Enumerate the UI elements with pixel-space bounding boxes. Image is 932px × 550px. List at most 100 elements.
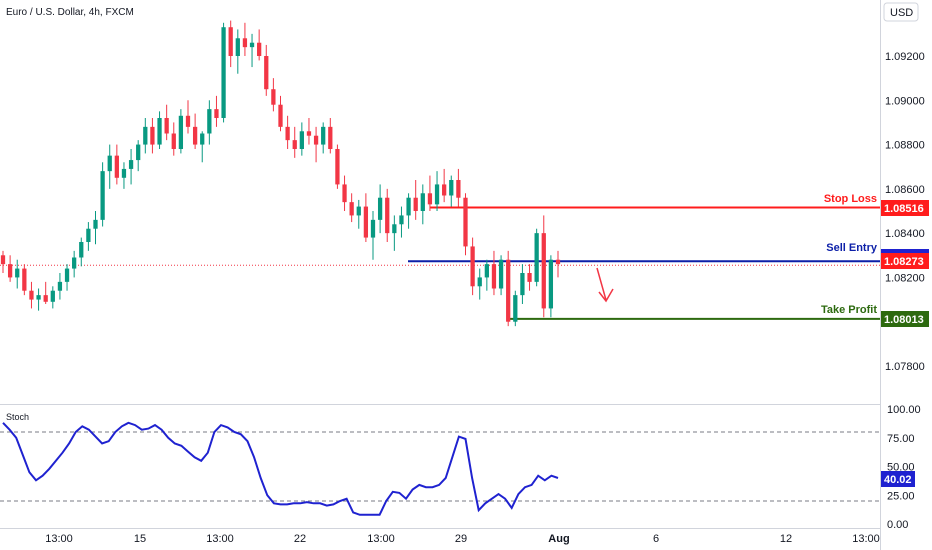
candle-body[interactable] (128, 160, 134, 169)
candle-body[interactable] (72, 257, 77, 269)
stoch-tick-label: 50.00 (887, 462, 915, 474)
candle-body[interactable] (150, 126, 155, 145)
candle-body[interactable] (491, 264, 497, 289)
candle-body[interactable] (299, 131, 304, 149)
candle-body[interactable] (143, 126, 148, 145)
candle-body[interactable] (285, 126, 290, 141)
candle-body[interactable] (200, 133, 205, 145)
candle-body[interactable] (79, 242, 84, 258)
candle-body[interactable] (456, 180, 461, 198)
candle-body[interactable] (107, 155, 112, 172)
candle-body[interactable] (0, 255, 6, 265)
candle-body[interactable] (22, 268, 27, 291)
currency-label: USD (890, 7, 913, 19)
candle-body[interactable] (406, 197, 411, 216)
candle-body[interactable] (321, 126, 326, 145)
stoch-tick-label: 25.00 (887, 490, 915, 502)
candle-body[interactable] (484, 264, 489, 278)
candle-body[interactable] (228, 27, 233, 56)
candle-body[interactable] (157, 118, 162, 145)
candle-body[interactable] (377, 197, 383, 220)
candle-body[interactable] (93, 219, 98, 229)
candle-body[interactable] (164, 118, 169, 134)
candle-body[interactable] (555, 259, 561, 265)
candle-body[interactable] (278, 104, 283, 127)
candle-body[interactable] (385, 197, 390, 234)
time-tick-label: 6 (653, 533, 659, 545)
candle-body[interactable] (463, 197, 468, 247)
candle-body[interactable] (513, 295, 518, 322)
candle-body[interactable] (43, 295, 48, 302)
candle-body[interactable] (264, 56, 269, 90)
candle-body[interactable] (185, 115, 191, 127)
take-profit-price-tag (881, 311, 929, 327)
candle-body[interactable] (399, 215, 404, 225)
candle-body[interactable] (271, 89, 276, 105)
candle-body[interactable] (335, 149, 340, 185)
candle-body[interactable] (420, 193, 425, 211)
candle-body[interactable] (214, 109, 219, 118)
candle-body[interactable] (534, 233, 539, 282)
candle-body[interactable] (356, 206, 361, 216)
stoch-tick-label: 100.00 (887, 404, 921, 416)
candle-body[interactable] (442, 184, 447, 196)
candle-body[interactable] (29, 290, 34, 300)
candle-body[interactable] (121, 168, 127, 178)
candle-body[interactable] (192, 126, 198, 145)
candle-body[interactable] (86, 228, 91, 242)
stoch-tick-label: 75.00 (887, 433, 915, 445)
candle-body[interactable] (221, 27, 226, 118)
stop-loss-price-tag (881, 200, 929, 216)
candle-body[interactable] (413, 197, 418, 211)
candle-body[interactable] (349, 202, 354, 216)
time-tick-label: 13:00 (206, 533, 234, 545)
stoch-value-text: 40.02 (884, 474, 912, 486)
candle-body[interactable] (427, 193, 433, 205)
stoch-line (2, 421, 559, 516)
candle-body[interactable] (100, 171, 105, 220)
candle-body[interactable] (527, 273, 532, 282)
candle-body[interactable] (57, 281, 63, 291)
candle-body[interactable] (392, 224, 397, 234)
candle-body[interactable] (306, 131, 312, 136)
candle-body[interactable] (242, 38, 248, 48)
candle-body[interactable] (15, 268, 20, 278)
candle-body[interactable] (178, 115, 184, 149)
stop-loss-label: Stop Loss (824, 193, 877, 205)
candle-body[interactable] (235, 38, 240, 56)
price-pane[interactable] (0, 20, 880, 327)
candle-body[interactable] (520, 273, 525, 296)
candle-body[interactable] (171, 133, 176, 150)
candle-body[interactable] (114, 155, 119, 178)
candle-body[interactable] (313, 135, 319, 145)
candle-body[interactable] (249, 42, 255, 48)
candle-body[interactable] (342, 184, 347, 203)
candle-body[interactable] (64, 268, 70, 282)
candle-body[interactable] (506, 259, 511, 322)
candle-body[interactable] (207, 109, 212, 134)
candle-body[interactable] (36, 295, 41, 300)
candle-body[interactable] (449, 180, 454, 196)
candle-body[interactable] (328, 126, 333, 149)
time-tick-label: Aug (548, 533, 569, 545)
down-arrow-icon (596, 267, 614, 303)
candle-body[interactable] (470, 246, 475, 287)
candle-body[interactable] (541, 233, 546, 309)
candle-body[interactable] (50, 290, 55, 302)
stoch-value-tag (881, 471, 915, 487)
candle-body[interactable] (434, 184, 440, 205)
candle-body[interactable] (136, 144, 141, 161)
candle-body[interactable] (7, 264, 13, 278)
sell-entry-marker (881, 249, 929, 253)
candle-body[interactable] (363, 206, 369, 238)
candle-body[interactable] (477, 277, 482, 287)
candle-body[interactable] (548, 259, 554, 309)
candle-body[interactable] (370, 219, 376, 238)
stochastic-pane[interactable] (0, 421, 880, 516)
currency-button[interactable] (883, 2, 919, 22)
candle-body[interactable] (498, 259, 504, 289)
candle-body[interactable] (257, 42, 262, 56)
axes: 1.09200 1.09000 1.08800 1.08600 1.08400 1.082… (45, 51, 925, 545)
candle-body[interactable] (292, 140, 297, 149)
